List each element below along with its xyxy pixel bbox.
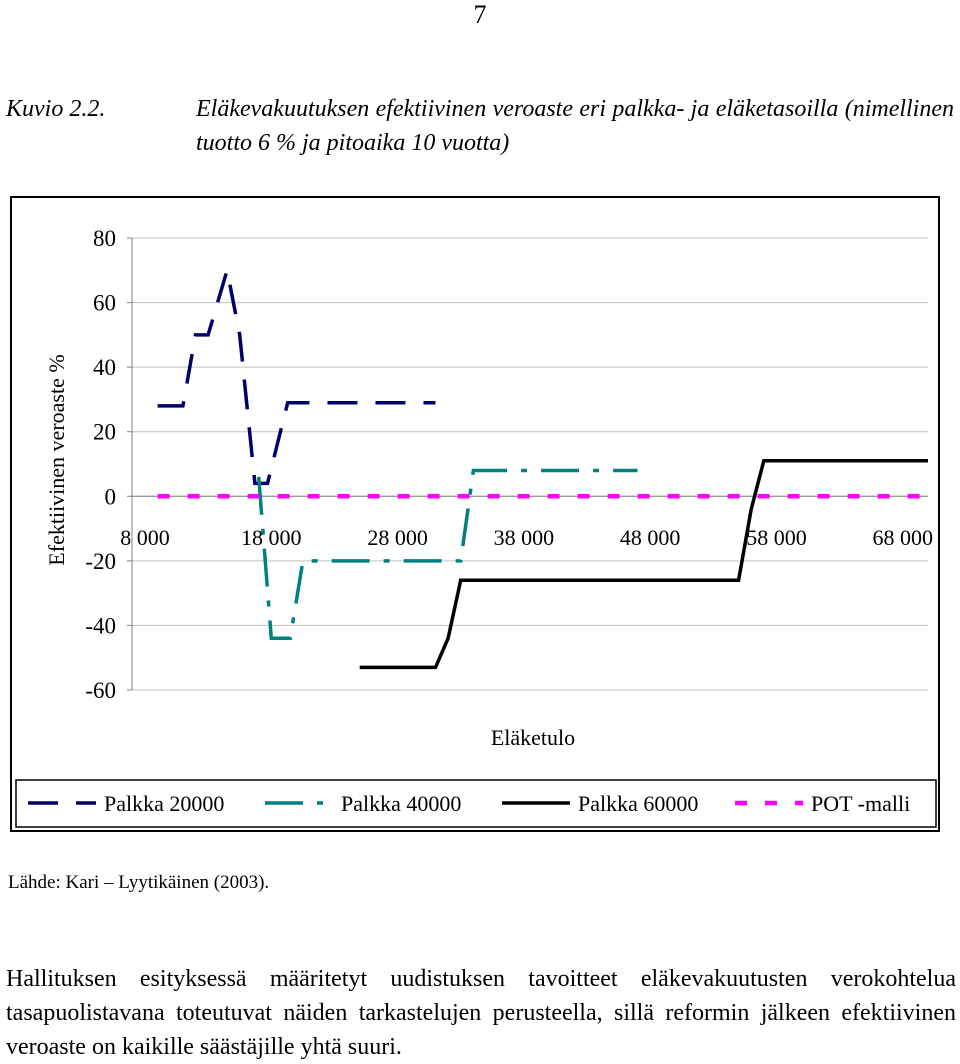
legend-label-0: Palkka 20000 — [104, 791, 224, 816]
series-line-0 — [157, 269, 436, 486]
y-tick-label: -40 — [85, 613, 116, 638]
x-tick-label: 28 000 — [367, 525, 428, 550]
x-tick-label: 58 000 — [746, 525, 807, 550]
x-tick-label: 38 000 — [494, 525, 555, 550]
y-tick-label: 20 — [93, 420, 116, 445]
legend-box — [15, 779, 937, 828]
x-tick-label: 48 000 — [620, 525, 681, 550]
series-line-2 — [359, 459, 928, 670]
series-line-1 — [256, 468, 638, 641]
legend-label-2: Palkka 60000 — [578, 791, 698, 816]
y-tick-label: 0 — [105, 484, 117, 509]
chart-frame — [10, 196, 940, 832]
y-axis-title: Efektiivinen veroaste % — [44, 354, 69, 565]
body-paragraph: Hallituksen esityksessä määritetyt uudis… — [6, 966, 956, 1060]
y-tick-label: -60 — [85, 678, 116, 703]
x-axis-title: Eläketulo — [491, 725, 575, 750]
line-chart: 80 60 40 20 0 -20 -40 -60 8 000 18 000 28 000 38 00… — [15, 226, 937, 828]
y-tick-label: 80 — [93, 226, 116, 251]
y-tick-label: 60 — [93, 291, 116, 316]
legend-label-3: POT -malli — [811, 791, 910, 816]
x-tick-label: 8 000 — [120, 525, 170, 550]
figure-label: Kuvio 2.2. — [6, 96, 106, 122]
x-tick-label: 18 000 — [241, 525, 302, 550]
source-note: Lähde: Kari – Lyytikäinen (2003). — [8, 872, 270, 893]
page-number: 7 — [473, 0, 487, 29]
x-tick-label: 68 000 — [872, 525, 933, 550]
y-tick-label: 40 — [93, 355, 116, 380]
y-tick-label: -20 — [85, 549, 116, 574]
legend-label-1: Palkka 40000 — [341, 791, 461, 816]
figure-title: Eläkevakuutuksen efektiivinen veroaste e… — [196, 96, 954, 156]
